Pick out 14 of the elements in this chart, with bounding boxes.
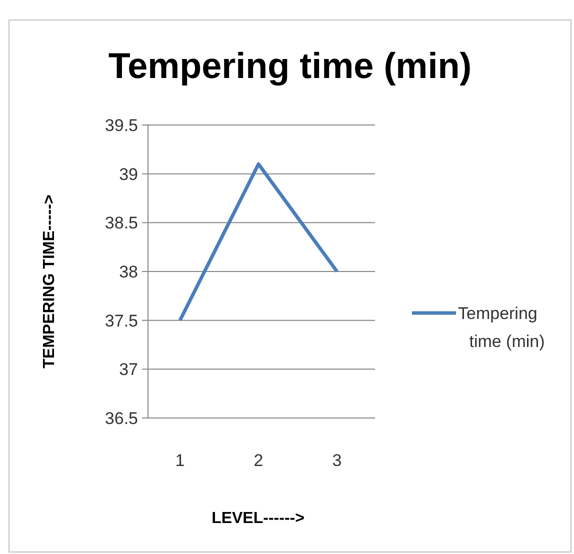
- y-tick-label: 37.5: [104, 311, 138, 330]
- y-tick-label: 38.5: [104, 214, 138, 233]
- y-axis-title: TEMPERING TIME----->: [41, 194, 58, 368]
- legend-label: Tempering time (min): [458, 304, 545, 351]
- y-tick-label: 37: [119, 360, 138, 380]
- x-tick-label: 3: [332, 451, 342, 470]
- y-tick-label: 38: [119, 262, 138, 282]
- x-axis-title: LEVEL------>: [212, 510, 304, 527]
- y-tick-label: 39: [119, 164, 138, 184]
- y-tick-label: 39.5: [104, 116, 138, 135]
- x-tick-label: 1: [175, 451, 185, 470]
- x-tick-label: 2: [254, 451, 264, 470]
- chart-title: Tempering time (min): [108, 45, 472, 86]
- y-tick-label: 36.5: [104, 408, 138, 428]
